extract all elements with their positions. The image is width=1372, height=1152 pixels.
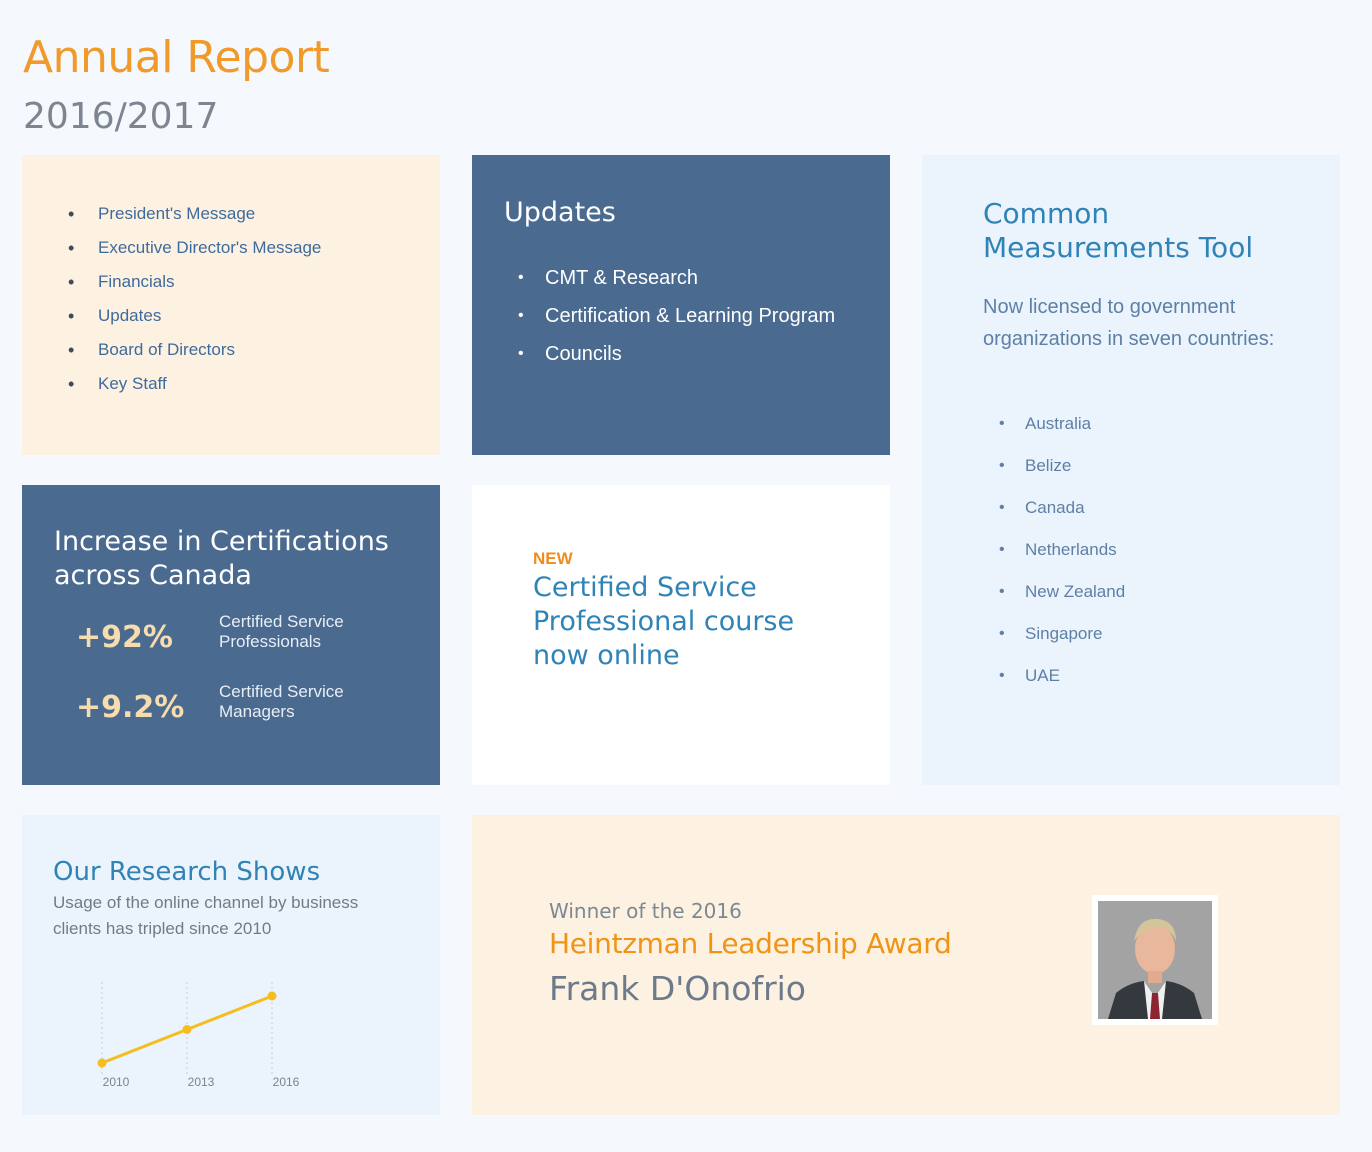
course-card[interactable]: NEW Certified Service Professional cours… bbox=[472, 485, 890, 785]
toc-item-key-staff[interactable]: Key Staff bbox=[68, 371, 321, 405]
course-title: Certified Service Professional course no… bbox=[533, 572, 795, 671]
chart-x-tick-label: 2013 bbox=[188, 1075, 215, 1089]
stat-label: Certified Service Professionals bbox=[219, 612, 344, 651]
toc-item-presidents-message[interactable]: President's Message bbox=[68, 201, 321, 235]
page-subtitle: 2016/2017 bbox=[23, 96, 219, 137]
updates-title: Updates bbox=[504, 197, 616, 228]
updates-list: CMT & Research Certification & Learning … bbox=[518, 263, 835, 377]
chart-x-tick-label: 2010 bbox=[103, 1075, 130, 1089]
country-item: Belize bbox=[999, 451, 1125, 493]
stat-label: Certified Service Managers bbox=[219, 682, 344, 721]
stat-value: +92% bbox=[76, 620, 173, 655]
cmt-card: Common Measurements Tool Now licensed to… bbox=[922, 155, 1340, 785]
toc-item-updates[interactable]: Updates bbox=[68, 303, 321, 337]
award-card: Winner of the 2016 Heintzman Leadership … bbox=[472, 815, 1340, 1115]
increase-title: Increase in Certifications across Canada bbox=[54, 526, 389, 591]
award-name: Heintzman Leadership Award bbox=[549, 927, 952, 960]
updates-item-councils[interactable]: Councils bbox=[518, 339, 835, 377]
cmt-title: Common Measurements Tool bbox=[983, 197, 1254, 264]
cmt-description: Now licensed to government organizations… bbox=[983, 296, 1275, 350]
toc-item-board-of-directors[interactable]: Board of Directors bbox=[68, 337, 321, 371]
recipient-portrait bbox=[1098, 901, 1212, 1019]
chart-point bbox=[97, 1058, 107, 1068]
chart-x-tick-label: 2016 bbox=[273, 1075, 300, 1089]
country-list: Australia Belize Canada Netherlands New … bbox=[999, 409, 1125, 703]
new-badge: NEW bbox=[533, 549, 573, 568]
country-item: Netherlands bbox=[999, 535, 1125, 577]
chart-point bbox=[267, 991, 277, 1001]
country-item: Canada bbox=[999, 493, 1125, 535]
certification-increase-card: Increase in Certifications across Canada… bbox=[22, 485, 440, 785]
toc-card: President's Message Executive Director's… bbox=[22, 155, 440, 455]
award-winner-text: Winner of the 2016 bbox=[549, 899, 742, 923]
toc-item-financials[interactable]: Financials bbox=[68, 269, 321, 303]
research-card: Our Research Shows Usage of the online c… bbox=[22, 815, 440, 1115]
page-title: Annual Report bbox=[23, 32, 330, 83]
country-item: New Zealand bbox=[999, 577, 1125, 619]
award-recipient-name: Frank D'Onofrio bbox=[549, 969, 806, 1008]
country-item: Singapore bbox=[999, 619, 1125, 661]
country-item: Australia bbox=[999, 409, 1125, 451]
research-description: Usage of the online channel by business … bbox=[53, 893, 359, 938]
country-item: UAE bbox=[999, 661, 1125, 703]
toc-item-executive-directors-message[interactable]: Executive Director's Message bbox=[68, 235, 321, 269]
stat-value: +9.2% bbox=[76, 690, 185, 725]
research-line-chart: 2010 2013 2016 bbox=[97, 982, 300, 1089]
updates-item-certification-learning[interactable]: Certification & Learning Program bbox=[518, 301, 835, 339]
recipient-photo bbox=[1092, 895, 1218, 1025]
updates-card: Updates CMT & Research Certification & L… bbox=[472, 155, 890, 455]
updates-item-cmt-research[interactable]: CMT & Research bbox=[518, 263, 835, 301]
chart-point bbox=[182, 1025, 192, 1034]
research-title: Our Research Shows bbox=[53, 857, 321, 887]
toc-list: President's Message Executive Director's… bbox=[68, 201, 321, 405]
